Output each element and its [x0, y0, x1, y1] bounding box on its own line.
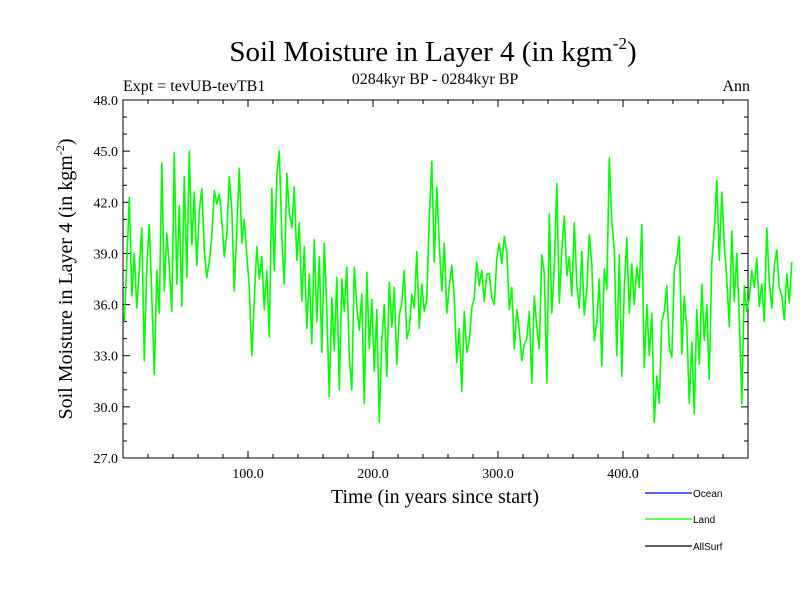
y-tick-label: 33.0 — [94, 350, 119, 365]
season-label: Ann — [722, 78, 750, 95]
y-tick-label: 42.0 — [94, 196, 119, 211]
axis-ticks: 27.0 30.0 33.0 36.0 39.0 42.0 45.0 48.0 100.0 200… — [94, 94, 748, 482]
series-line-land — [123, 150, 793, 424]
x-axis-label: Time (in years since start) — [331, 486, 539, 508]
chart-title-superscript: -2 — [613, 34, 627, 53]
experiment-label: Expt = tevUB-tevTB1 — [123, 78, 265, 95]
y-axis-label-superscript: -2 — [53, 145, 67, 155]
legend-label-allsurf: AllSurf — [693, 542, 723, 553]
legend-label-land: Land — [693, 515, 715, 526]
y-tick-label: 30.0 — [94, 401, 119, 416]
y-tick-label: 27.0 — [94, 452, 119, 467]
series-layer — [123, 150, 793, 424]
chart-title: Soil Moisture in Layer 4 (in kgm-2) — [229, 34, 636, 68]
x-tick-label: 300.0 — [482, 467, 514, 482]
chart-title-main: Soil Moisture in Layer 4 (in kgm — [229, 36, 613, 68]
legend: Ocean Land AllSurf — [645, 489, 723, 553]
period-label: 0284kyr BP - 0284kyr BP — [352, 71, 519, 88]
y-tick-label: 45.0 — [94, 145, 119, 160]
legend-label-ocean: Ocean — [693, 489, 722, 500]
chart-title-close: ) — [627, 36, 637, 68]
y-axis-label: Soil Moisture in Layer 4 (in kgm-2) — [53, 138, 77, 419]
y-axis-label-main: Soil Moisture in Layer 4 (in kgm — [55, 155, 77, 420]
y-tick-label: 48.0 — [94, 94, 119, 109]
x-tick-label: 200.0 — [357, 467, 389, 482]
x-tick-label: 100.0 — [232, 467, 264, 482]
x-tick-label: 400.0 — [607, 467, 639, 482]
y-tick-label: 39.0 — [94, 247, 119, 262]
plot-area — [122, 99, 749, 459]
y-tick-label: 36.0 — [94, 299, 119, 314]
y-axis-label-close: ) — [55, 138, 77, 145]
